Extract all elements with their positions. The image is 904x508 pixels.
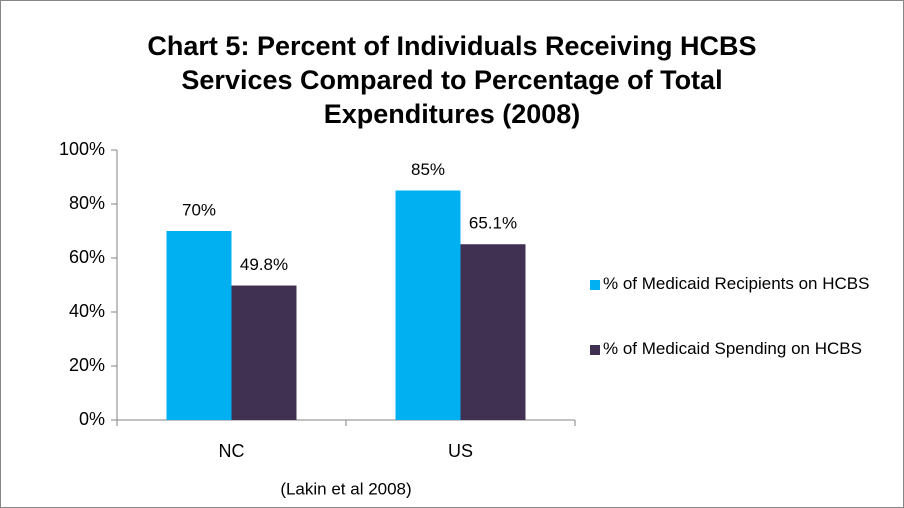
chart-title: Chart 5: Percent of Individuals Receivin…: [147, 31, 756, 129]
value-label: 85%: [411, 160, 445, 179]
legend-swatch: [590, 345, 600, 355]
y-tick-label: 40%: [69, 301, 105, 321]
bar: [231, 285, 297, 420]
bar: [395, 190, 461, 420]
y-tick-label: 0%: [79, 409, 105, 429]
x-axis-label: (Lakin et al 2008): [280, 479, 411, 498]
y-tick-label: 20%: [69, 355, 105, 375]
bar: [166, 231, 232, 420]
x-tick-label: US: [448, 441, 473, 461]
y-tick-label: 80%: [69, 193, 105, 213]
y-tick-label: 60%: [69, 247, 105, 267]
bar: [460, 244, 526, 420]
x-tick-label: NC: [219, 441, 245, 461]
legend-label: % of Medicaid Recipients on HCBS: [603, 274, 869, 293]
legend-swatch: [590, 280, 600, 290]
value-label: 49.8%: [240, 255, 288, 274]
y-tick-label: 100%: [59, 139, 105, 159]
legend-label: % of Medicaid Spending on HCBS: [603, 339, 862, 358]
value-label: 70%: [182, 200, 216, 219]
value-label: 65.1%: [469, 214, 517, 233]
